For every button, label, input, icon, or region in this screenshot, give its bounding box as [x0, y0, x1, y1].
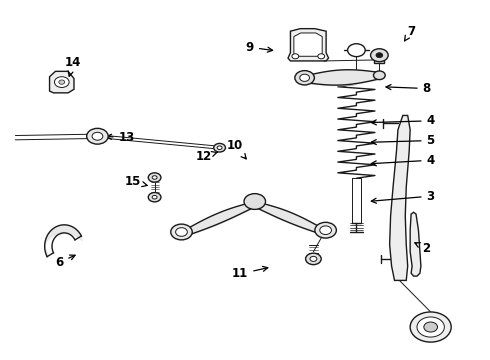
Text: 10: 10 — [227, 139, 246, 159]
Text: 14: 14 — [65, 56, 81, 76]
Polygon shape — [410, 212, 421, 276]
Polygon shape — [294, 33, 322, 56]
Text: 5: 5 — [371, 134, 435, 147]
Circle shape — [315, 222, 336, 238]
Text: 7: 7 — [404, 25, 415, 41]
Circle shape — [214, 143, 225, 152]
Text: 9: 9 — [246, 41, 272, 54]
Circle shape — [370, 49, 388, 62]
Circle shape — [318, 54, 325, 59]
Polygon shape — [374, 60, 384, 63]
Text: 2: 2 — [415, 242, 430, 255]
Polygon shape — [49, 71, 74, 93]
Circle shape — [148, 193, 161, 202]
Text: 6: 6 — [55, 255, 75, 269]
Text: 3: 3 — [371, 190, 435, 203]
Circle shape — [87, 129, 108, 144]
Circle shape — [152, 195, 157, 199]
Text: 4: 4 — [371, 114, 435, 127]
Polygon shape — [288, 29, 329, 61]
Circle shape — [292, 54, 299, 59]
Text: 11: 11 — [232, 266, 268, 280]
Circle shape — [92, 132, 103, 140]
Circle shape — [59, 80, 65, 84]
Text: 1: 1 — [429, 327, 442, 340]
Circle shape — [54, 77, 69, 87]
Circle shape — [310, 256, 317, 261]
Circle shape — [410, 312, 451, 342]
Text: 13: 13 — [106, 131, 135, 144]
Polygon shape — [390, 116, 410, 280]
Circle shape — [295, 71, 315, 85]
Text: 4: 4 — [371, 154, 435, 167]
Circle shape — [175, 228, 187, 236]
Circle shape — [171, 224, 192, 240]
Circle shape — [417, 317, 444, 337]
Circle shape — [424, 322, 438, 332]
Circle shape — [306, 253, 321, 265]
Text: 12: 12 — [196, 150, 217, 163]
Circle shape — [376, 53, 383, 58]
Circle shape — [300, 74, 310, 81]
Circle shape — [217, 146, 222, 149]
Text: 15: 15 — [124, 175, 147, 188]
Circle shape — [320, 226, 331, 234]
Circle shape — [244, 194, 266, 210]
Circle shape — [250, 198, 260, 205]
Circle shape — [347, 44, 365, 57]
Circle shape — [148, 173, 161, 182]
Circle shape — [152, 176, 157, 179]
Circle shape — [373, 71, 385, 80]
Text: 8: 8 — [386, 82, 431, 95]
